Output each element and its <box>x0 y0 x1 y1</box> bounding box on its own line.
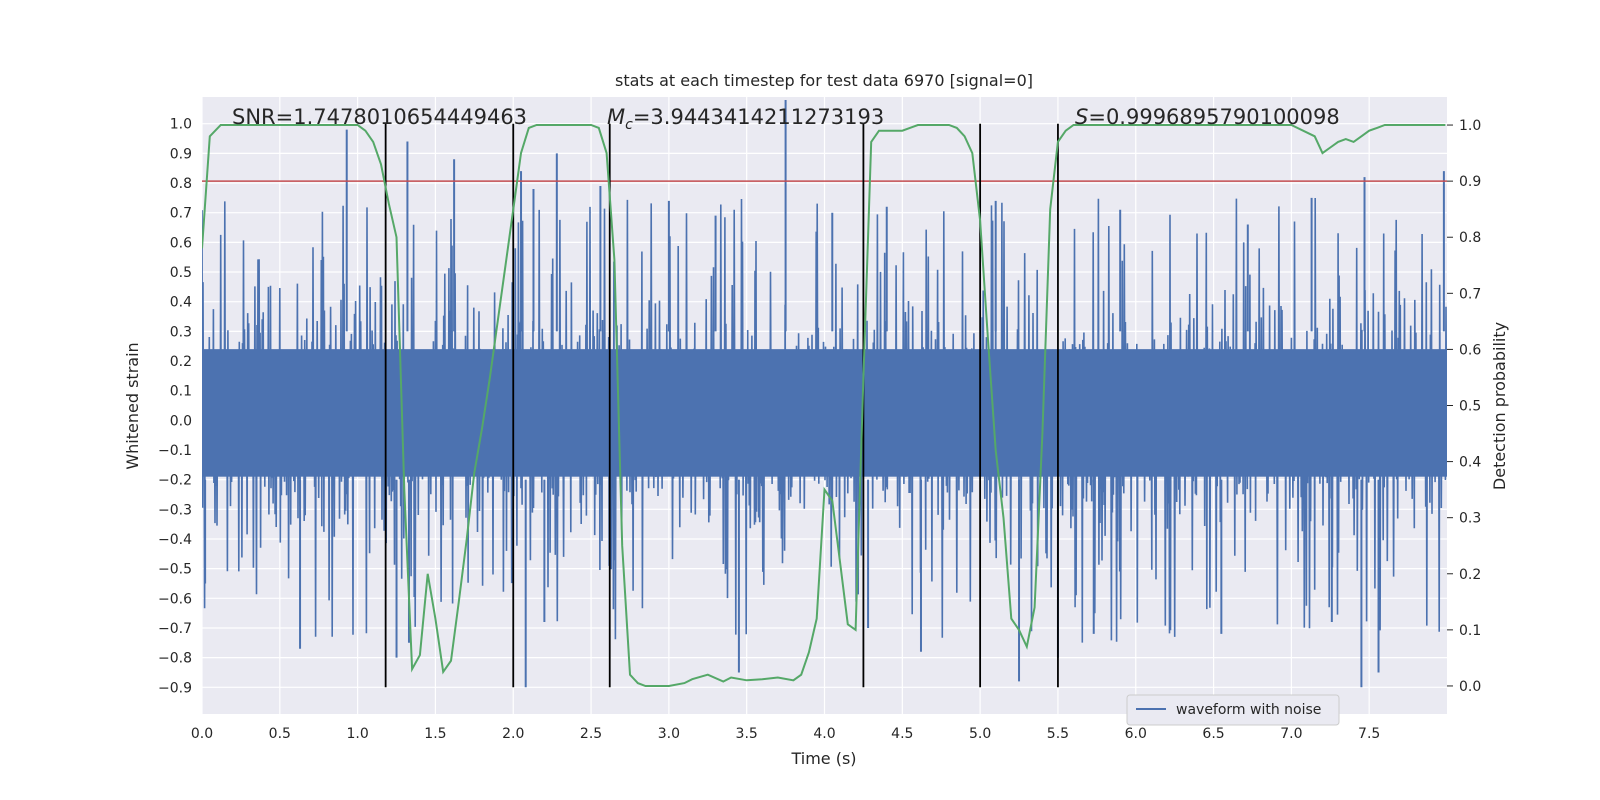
y-tick-label: 0.7 <box>170 206 192 222</box>
y2-tick-label: 0.8 <box>1459 230 1481 246</box>
x-tick-label: 7.0 <box>1280 726 1302 742</box>
x-tick-label: 0.0 <box>191 726 213 742</box>
y-tick-label: 0.0 <box>170 413 192 429</box>
y2-axis-label: Detection probability <box>1490 322 1509 490</box>
probability-line <box>202 124 1446 687</box>
x-tick-label: 6.0 <box>1125 726 1147 742</box>
y-axis-ticks: 1.0 0.9 0.8 0.7 0.6 0.5 0.4 0.3 0.2 0.1 0.0 −0.1 −0.… <box>158 117 192 697</box>
y2-tick-label: 0.4 <box>1459 455 1481 471</box>
y2-tick-label: 0.7 <box>1459 286 1481 302</box>
y-axis-label: Whitened strain <box>123 342 142 469</box>
x-tick-label: 6.5 <box>1202 726 1224 742</box>
waveform-core-band <box>202 349 1447 477</box>
legend-label-waveform: waveform with noise <box>1176 702 1321 718</box>
x-tick-label: 1.5 <box>424 726 446 742</box>
y-tick-label: −0.1 <box>158 443 192 459</box>
y-tick-label: 1.0 <box>170 117 192 133</box>
x-tick-label: 5.0 <box>969 726 991 742</box>
x-tick-label: 7.5 <box>1358 726 1380 742</box>
x-tick-label: 4.0 <box>813 726 835 742</box>
x-tick-label: 3.0 <box>658 726 680 742</box>
y-tick-label: −0.7 <box>158 621 192 637</box>
y2-tick-label: 0.1 <box>1459 623 1481 639</box>
chirp-mass-subscript: c <box>625 117 633 133</box>
x-axis-ticks: 0.0 0.5 1.0 1.5 2.0 2.5 3.0 3.5 4.0 4.5 5.0 5.5 6.0 6… <box>191 726 1380 742</box>
y2-tick-label: 0.0 <box>1459 679 1481 695</box>
y-tick-label: −0.3 <box>158 502 192 518</box>
vertical-markers <box>384 123 1059 688</box>
y2-tick-label: 0.9 <box>1459 174 1481 190</box>
y-tick-label: 0.5 <box>170 265 192 281</box>
statistic-symbol: S <box>1075 105 1088 129</box>
y-tick-label: 0.2 <box>170 354 192 370</box>
y-tick-label: −0.2 <box>158 473 192 489</box>
y2-tick-label: 0.6 <box>1459 342 1481 358</box>
x-tick-label: 2.0 <box>502 726 524 742</box>
chirp-mass-annotation: Mc=3.9443414211273193 <box>607 105 884 133</box>
y-tick-label: −0.6 <box>158 591 192 607</box>
x-tick-label: 1.0 <box>346 726 368 742</box>
y-tick-label: 0.9 <box>170 146 192 162</box>
y-tick-label: 0.1 <box>170 384 192 400</box>
y2-tick-label: 0.5 <box>1459 399 1481 415</box>
chart-title: stats at each timestep for test data 697… <box>615 71 1033 90</box>
chirp-mass-symbol: M <box>607 105 625 129</box>
y2-tick-label: 1.0 <box>1459 118 1481 134</box>
x-tick-label: 3.5 <box>736 726 758 742</box>
y-tick-label: 0.4 <box>170 295 192 311</box>
statistic-annotation: S=0.9996895790100098 <box>1075 105 1340 129</box>
y-tick-label: 0.8 <box>170 176 192 192</box>
x-tick-label: 2.5 <box>580 726 602 742</box>
statistic-value: =0.9996895790100098 <box>1088 105 1339 129</box>
chirp-mass-value: =3.9443414211273193 <box>633 105 884 129</box>
y2-tick-label: 0.3 <box>1459 511 1481 527</box>
y-tick-label: 0.3 <box>170 324 192 340</box>
y-tick-label: −0.8 <box>158 651 192 667</box>
x-tick-label: 4.5 <box>891 726 913 742</box>
probability-series <box>202 124 1446 687</box>
legend: waveform with noise <box>1126 694 1340 726</box>
x-tick-label: 0.5 <box>269 726 291 742</box>
snr-annotation: SNR=1.7478010654449463 <box>232 105 527 129</box>
x-axis-label: Time (s) <box>790 749 856 768</box>
legend-box <box>1126 694 1340 726</box>
y2-tick-label: 0.2 <box>1459 567 1481 583</box>
y2-axis-ticks: 1.0 0.9 0.8 0.7 0.6 0.5 0.4 0.3 0.2 0.1 0.0 <box>1447 118 1481 695</box>
y-tick-label: −0.9 <box>158 680 192 696</box>
y-tick-label: −0.4 <box>158 532 192 548</box>
y-tick-label: −0.5 <box>158 562 192 578</box>
x-tick-label: 5.5 <box>1047 726 1069 742</box>
y-tick-label: 0.6 <box>170 235 192 251</box>
